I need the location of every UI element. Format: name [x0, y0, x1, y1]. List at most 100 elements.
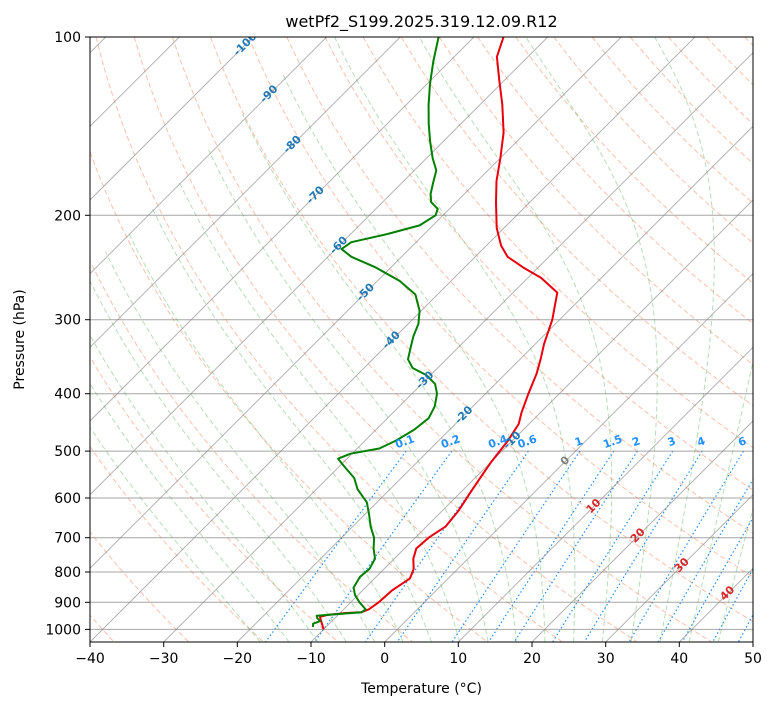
- x-tick-label: 0: [380, 651, 389, 667]
- moist-adiabat: [90, 426, 261, 642]
- y-axis-ticks: 100 200 300 400 500 600 700 800 900 1000: [45, 30, 90, 638]
- x-axis-ticks: −40 −30 −20 −10 0 10 20 30 40 50: [75, 642, 762, 667]
- mixing-ratio-label: 0.6: [516, 432, 539, 451]
- dry-adiabat: [90, 150, 488, 642]
- dry-adiabat: [400, 37, 753, 407]
- isotherm: [90, 37, 254, 201]
- mixing-ratio-line: [583, 450, 703, 642]
- x-tick-label: −30: [149, 651, 179, 667]
- x-tick-label: 30: [597, 651, 615, 667]
- y-tick-label: 400: [54, 387, 81, 403]
- mixing-ratio-line: [396, 450, 529, 642]
- y-tick-label: 500: [54, 444, 81, 460]
- chart-title: wetPf2_S199.2025.319.12.09.R12: [285, 12, 557, 32]
- sounding-series: [311, 37, 559, 630]
- dry-adiabat: [553, 37, 753, 244]
- moist-adiabat: [104, 251, 376, 642]
- x-tick-label: 40: [670, 651, 688, 667]
- isotherm: [90, 37, 696, 642]
- mixing-ratio-line: [681, 516, 753, 642]
- y-tick-label: 600: [54, 491, 81, 507]
- y-tick-label: 800: [54, 565, 81, 581]
- mixing-ratio-label: 8: [763, 434, 775, 449]
- dry-adiabat: [171, 37, 712, 642]
- moist-adiabat: [334, 37, 576, 642]
- isotherm: [531, 420, 753, 642]
- moist-adiabat: [525, 37, 658, 642]
- isotherm: [457, 346, 753, 642]
- mixing-ratio-line: [488, 450, 615, 642]
- mixing-ratio-label: 3: [666, 434, 678, 449]
- isotherm: [310, 199, 753, 642]
- moist-adiabat: [717, 506, 753, 642]
- dry-adiabat: [90, 356, 339, 642]
- isotherm: [163, 51, 753, 642]
- mixing-ratio-label: 0.4: [486, 432, 509, 451]
- dry-adiabat: [90, 259, 414, 642]
- mixing-ratio-line: [737, 613, 753, 642]
- dry-adiabat: [90, 531, 190, 642]
- dry-adiabat: [90, 445, 264, 642]
- temperature-line: [319, 37, 559, 630]
- moist-adiabat: [654, 37, 715, 642]
- isotherm: [90, 37, 475, 422]
- isotherm: [90, 37, 622, 570]
- isotherm: [752, 641, 753, 642]
- mixing-ratio-line: [513, 450, 638, 642]
- moist-adiabat: [178, 180, 461, 642]
- mixing-ratio-line: [764, 451, 775, 642]
- mixing-ratio-label: 1: [573, 434, 585, 449]
- moist-adiabats: [90, 37, 753, 642]
- x-tick-label: −10: [296, 651, 326, 667]
- plot-frame: [89, 36, 754, 643]
- dry-adiabat: [95, 37, 563, 642]
- x-tick-label: 50: [744, 651, 762, 667]
- mixing-ratio-label: 0.1: [394, 432, 417, 451]
- x-tick-label: −20: [223, 651, 253, 667]
- isotherm-label: -100: [231, 30, 260, 59]
- moist-adiabat: [242, 113, 517, 642]
- isotherm: [678, 567, 753, 642]
- mixing-ratio-label: 1.5: [601, 432, 624, 451]
- y-tick-label: 700: [54, 531, 81, 547]
- dry-adiabat: [668, 37, 753, 125]
- mixing-ratio-line: [628, 450, 745, 642]
- x-tick-label: 10: [449, 651, 467, 667]
- isotherm: [384, 272, 753, 642]
- dry-adiabat: [210, 37, 753, 623]
- isotherm: [90, 37, 401, 349]
- y-tick-label: 900: [54, 595, 81, 611]
- dry-adiabat: [515, 37, 753, 284]
- isotherm: [90, 37, 328, 275]
- moist-adiabat: [208, 149, 489, 642]
- dry-adiabat: [591, 37, 753, 204]
- mixing-ratio-line: [712, 567, 753, 642]
- mixing-ratio-label: 6: [736, 434, 748, 449]
- dewpoint-line: [311, 37, 440, 627]
- x-axis-label: Temperature (°C): [360, 681, 482, 697]
- isotherms: [90, 37, 753, 642]
- mixing-ratio-line: [451, 450, 581, 642]
- y-axis-label: Pressure (hPa): [12, 289, 28, 389]
- moist-adiabat: [90, 279, 347, 642]
- dry-adiabat: [438, 37, 753, 366]
- isotherm: [236, 125, 753, 642]
- plot-area: -100-90-80-70-60-50-40-30-20-10010203040…: [90, 30, 775, 642]
- isotherm: [90, 37, 549, 496]
- moist-adiabat: [418, 37, 613, 642]
- y-tick-label: 1000: [45, 622, 81, 638]
- x-tick-label: 20: [523, 651, 541, 667]
- dry-adiabat: [744, 37, 753, 47]
- pressure-gridlines: [90, 37, 753, 630]
- y-tick-label: 300: [54, 313, 81, 329]
- y-tick-label: 200: [54, 208, 81, 224]
- moist-adiabat: [688, 358, 753, 642]
- dry-adiabat: [706, 37, 753, 86]
- dry-adiabat: [477, 37, 753, 325]
- dry-adiabat: [324, 37, 753, 491]
- y-tick-label: 100: [54, 30, 81, 46]
- mixing-ratio-line: [265, 450, 407, 642]
- dry-adiabat: [286, 37, 753, 534]
- dry-adiabat: [133, 37, 638, 642]
